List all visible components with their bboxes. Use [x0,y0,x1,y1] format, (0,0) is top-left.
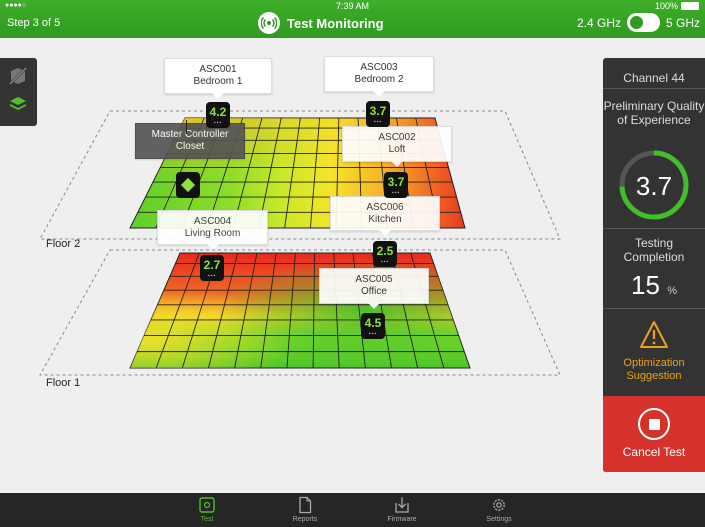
ports-icon: ▪▪▪ [213,120,223,126]
tab-label: Settings [486,516,512,523]
controller-icon[interactable] [176,172,200,198]
tab-label: Reports [292,516,318,523]
device-room: Bedroom 1 [193,76,243,87]
tab-settings[interactable]: Settings [469,493,529,527]
hide-layers-icon[interactable] [6,64,30,88]
floor-2-label: Floor 2 [46,238,81,250]
tab-firmware[interactable]: Firmware [372,493,432,527]
gear-icon [493,499,505,511]
device-room: Loft [388,144,406,155]
document-icon [299,496,312,514]
band-label-5: 5 GHz [666,16,701,30]
step-indicator: Step 3 of 5 [7,17,61,29]
ports-icon: ▪▪▪ [373,119,383,125]
battery-percent: 100% [654,1,678,11]
ports-icon: ▪▪▪ [207,273,217,279]
score-value: 3.7 [387,175,405,189]
battery-indicator: 100% [655,1,699,11]
device-id: ASC001 [199,64,237,75]
device-score-badge[interactable]: 2.5 ▪▪▪ [373,241,397,267]
tab-test[interactable]: Test [177,493,237,527]
band-label-24: 2.4 GHz [577,16,622,30]
completion-value: 15 [631,270,660,300]
completion-label: Testing Completion [623,236,685,264]
device-id: ASC004 [193,216,232,227]
status-clock: 7:39 AM [335,1,370,11]
device-callout-asc004[interactable]: ASC004 Living Room [157,210,268,250]
device-callout-asc006[interactable]: ASC006 Kitchen [330,196,440,236]
device-score-badge[interactable]: 4.5 ▪▪▪ [361,313,385,339]
device-callout-asc001[interactable]: ASC001 Bedroom 1 [164,58,272,99]
optimization-suggestion-link[interactable]: Optimization Suggestion [623,357,685,382]
score-value: 4.2 [209,105,227,119]
tab-bar: Test Reports Firmware Settings [0,493,705,527]
ports-icon: ▪▪▪ [380,259,390,265]
device-room: Living Room [184,228,241,239]
completion-readout: 15 % [603,270,705,301]
broadcast-icon [258,12,280,34]
device-room: Office [361,286,387,297]
device-callout-asc003[interactable]: ASC003 Bedroom 2 [324,56,434,97]
floor-2-plane [39,110,561,240]
device-id: ASC002 [378,132,416,143]
cancel-test-label: Cancel Test [622,445,686,459]
controller-room: Closet [175,141,205,152]
score-value: 2.5 [376,244,394,258]
band-toggle[interactable] [627,13,660,32]
warning-icon[interactable] [639,320,669,350]
view-tools [0,58,37,126]
tab-label: Firmware [387,516,417,523]
controller-callout[interactable]: Master Controller Closet [135,123,245,159]
device-room: Bedroom 2 [354,74,404,85]
cancel-test-button[interactable]: Cancel Test [603,396,705,472]
device-callout-asc005[interactable]: ASC005 Office [319,268,429,309]
app-header: ●●●●○ 7:39 AM 100% Step 3 of 5 Test Moni… [0,0,705,38]
stop-icon [638,408,670,440]
controller-id: Master Controller [151,129,229,140]
toggle-knob [628,14,645,31]
layers-icon[interactable] [6,92,30,116]
device-id: ASC006 [366,202,404,213]
tab-reports[interactable]: Reports [275,493,335,527]
heatmap-canvas [39,110,561,376]
status-bar: ●●●●○ 7:39 AM 100% [0,0,705,12]
qoe-gauge [619,150,689,220]
signal-icon: ●●●●○ [5,2,27,9]
download-icon [395,497,409,513]
score-value: 4.5 [364,316,382,330]
device-score-badge[interactable]: 4.2 ▪▪▪ [206,102,230,128]
qoe-value: 3.7 [635,171,673,201]
score-value: 3.7 [369,104,387,118]
device-score-badge[interactable]: 2.7 ▪▪▪ [200,255,224,281]
page-title-group: Test Monitoring [258,12,384,34]
device-score-badge[interactable]: 3.7 ▪▪▪ [384,172,408,198]
device-id: ASC003 [360,62,398,73]
completion-unit: % [667,285,677,297]
floor-map: Floor 2 Floor 1 [0,38,600,493]
ports-icon: ▪▪▪ [391,190,401,196]
device-id: ASC005 [355,274,393,285]
score-value: 2.7 [203,258,221,272]
page-title: Test Monitoring [287,15,384,31]
device-room: Kitchen [368,214,402,225]
battery-icon [681,2,699,10]
channel-label: Channel 44 [623,71,685,85]
floor-1-plane [39,249,561,376]
test-icon [199,497,215,513]
floor-1-label: Floor 1 [46,377,81,389]
results-panel: Channel 44 Preliminary Quality of Experi… [603,58,705,472]
controller-connector [186,120,187,134]
tab-label: Test [200,516,214,523]
device-score-badge[interactable]: 3.7 ▪▪▪ [366,101,390,127]
device-callout-asc002[interactable]: ASC002 Loft [342,126,452,167]
ports-icon: ▪▪▪ [368,331,378,337]
qoe-label: Preliminary Quality of Experience [603,99,705,127]
